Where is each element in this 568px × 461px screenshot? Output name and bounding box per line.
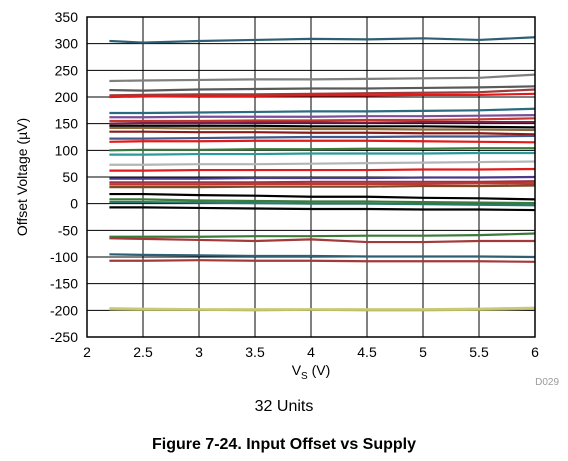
- y-tick-labels: -250 -200 -150 -100 -50 0 50 100 150 200 250 300 350: [50, 9, 78, 345]
- x-tick-label: 2.5: [133, 344, 153, 360]
- series-line-3: [109, 85, 536, 92]
- figure-code: D029: [535, 377, 559, 388]
- series-line-15: [109, 147, 535, 152]
- series-line-5: [109, 92, 536, 99]
- series-line-29: [109, 253, 536, 259]
- y-tick-label: -150: [50, 276, 78, 292]
- x-tick-label: 3.5: [245, 344, 265, 360]
- series-line-20: [109, 180, 536, 184]
- x-axis-label: VS (V): [292, 362, 331, 382]
- y-tick-label: 100: [55, 142, 79, 158]
- y-tick-label: 50: [62, 169, 78, 185]
- series-line-7: [109, 114, 536, 119]
- series-line-4: [109, 88, 536, 97]
- x-tick-label: 4.5: [357, 344, 377, 360]
- series-line-8: [109, 117, 536, 123]
- series-line-18: [109, 167, 536, 172]
- series-line-19: [109, 175, 536, 180]
- y-tick-label: -100: [50, 249, 78, 265]
- series-line-24: [109, 198, 536, 205]
- y-tick-label: 150: [55, 116, 79, 132]
- series-line-26: [109, 206, 536, 212]
- series-line-22: [109, 184, 536, 189]
- series-line-14: [109, 139, 536, 144]
- series-line-28: [109, 237, 535, 244]
- series-line-21: [109, 182, 535, 186]
- series-line-16: [109, 151, 535, 156]
- series-line-27: [109, 232, 536, 238]
- series-line-10: [109, 124, 536, 129]
- series-line-17: [109, 160, 536, 166]
- series-line-9: [109, 120, 535, 125]
- units-note: 32 Units: [254, 398, 314, 415]
- series-line-1: [109, 36, 536, 44]
- y-tick-label: 300: [55, 36, 79, 52]
- x-tick-label: 2: [83, 344, 91, 360]
- series-line-23: [109, 192, 536, 201]
- series-line-25: [109, 200, 536, 207]
- y-tick-label: -50: [58, 222, 78, 238]
- x-tick-label: 4: [307, 344, 315, 360]
- series-line-13: [109, 134, 536, 140]
- series-line-2: [109, 73, 536, 83]
- y-tick-label: 200: [55, 89, 79, 105]
- series-line-32: [109, 306, 536, 311]
- x-tick-labels: 2 2.5 3 3.5 4 4.5 5 5.5 6: [83, 344, 539, 360]
- plot-frame: [86, 16, 536, 338]
- series-line-12: [109, 130, 536, 136]
- y-tick-label: 0: [70, 196, 78, 212]
- x-tick-label: 5.5: [469, 344, 489, 360]
- x-tick-label: 6: [531, 344, 539, 360]
- y-tick-label: -200: [50, 302, 78, 318]
- series-line-30: [109, 259, 536, 263]
- x-tick-label: 5: [419, 344, 427, 360]
- offset-vs-supply-chart: 2 2.5 3 3.5 4 4.5 5 5.5 6 -250 -200 -150 -100 -50 0 50…: [14, 9, 559, 388]
- series-lines: [109, 36, 536, 312]
- y-tick-label: 350: [55, 9, 79, 25]
- series-line-11: [109, 126, 536, 132]
- y-tick-label: 250: [55, 62, 79, 78]
- x-tick-label: 3: [195, 344, 203, 360]
- figure-caption: Figure 7-24. Input Offset vs Supply: [151, 436, 417, 453]
- series-line-6: [109, 107, 536, 115]
- y-tick-label: -250: [50, 329, 78, 345]
- y-axis-label: Offset Voltage (µV): [14, 118, 30, 236]
